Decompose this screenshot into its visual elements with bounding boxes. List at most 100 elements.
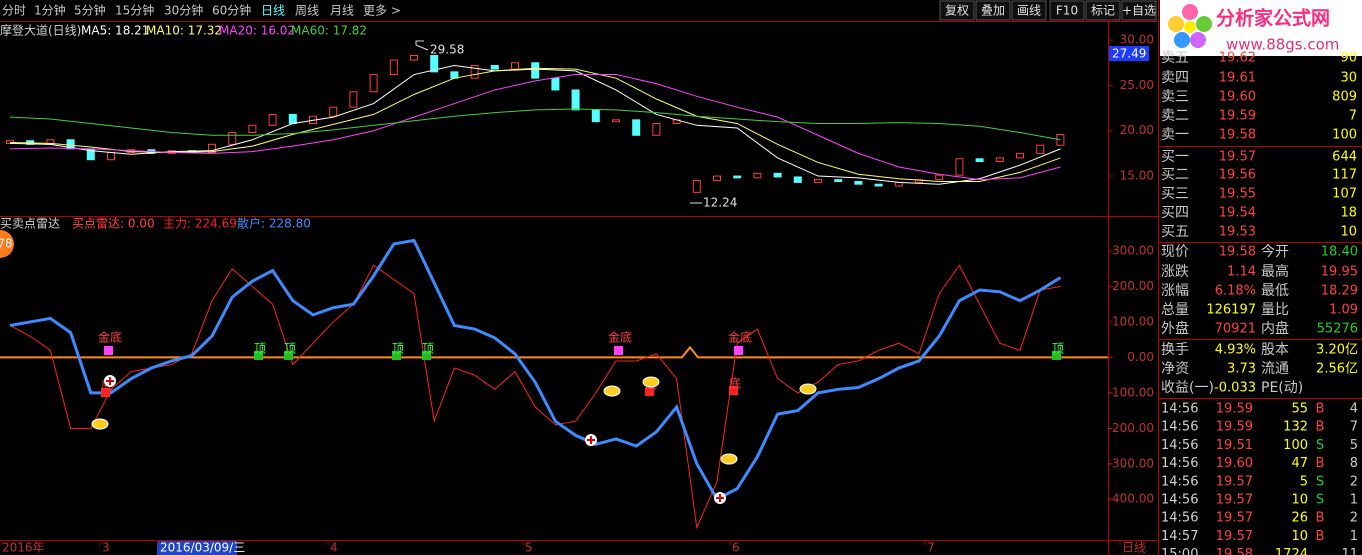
candle [1056, 134, 1065, 146]
trade-price: 19.59 [1216, 402, 1253, 417]
trade-time: 15:00 [1161, 547, 1198, 555]
legend-entry: 散户: 228.80 [237, 216, 311, 231]
candle [208, 143, 216, 153]
quote-label: 今开 [1261, 244, 1289, 260]
quote-label: PE(动) [1261, 380, 1303, 396]
x-tick-label: 2016/03/09/三 [160, 541, 245, 555]
quote-label: 流通 [1261, 361, 1289, 377]
book-volume: 10 [1340, 225, 1357, 240]
signal-label: 顶 [284, 342, 296, 356]
candle [854, 180, 863, 185]
period-tab[interactable]: 60分钟 [212, 3, 251, 18]
quote-value: 1.14 [1227, 265, 1256, 280]
trade-volume: 26 [1291, 511, 1308, 526]
trade-price: 19.57 [1216, 529, 1253, 544]
trade-side: S [1316, 493, 1324, 508]
low-label: 12.24 [703, 196, 737, 210]
book-price: 19.58 [1219, 128, 1256, 143]
book-price: 19.56 [1219, 168, 1256, 183]
trade-time: 14:56 [1161, 420, 1198, 435]
signal-box [104, 346, 113, 355]
toolbar-button[interactable]: 叠加 [981, 4, 1005, 18]
chart-title: 摩登大道(日线) [0, 23, 81, 38]
trade-price: 19.59 [1216, 420, 1253, 435]
button-frame [1011, 0, 1047, 21]
legend-entry: 主力: 224.69 [163, 217, 237, 231]
period-tab[interactable]: 日线 [261, 4, 285, 18]
ma-line [9, 64, 1061, 185]
high-pointer [415, 40, 429, 51]
trade-count: 1 [1350, 529, 1358, 544]
toolbar-button[interactable]: 标记 [1091, 4, 1115, 18]
book-side: 买四 [1161, 205, 1189, 221]
period-tab[interactable]: 5分钟 [74, 3, 106, 18]
signal-box [645, 387, 654, 396]
period-tab[interactable]: 分时 [2, 4, 26, 18]
quote-label: 净资 [1161, 361, 1189, 377]
trade-count: 2 [1350, 511, 1358, 526]
toolbar-button[interactable]: F10 [1056, 4, 1078, 18]
logo: 分析家公式网 www.88gs.com [1160, 0, 1362, 56]
trade-time: 14:56 [1161, 493, 1198, 508]
quote-value: 18.29 [1321, 284, 1358, 299]
ingot [603, 385, 621, 397]
book-price: 19.54 [1219, 206, 1256, 221]
book-side: 买一 [1161, 149, 1189, 165]
ma-line [9, 108, 1061, 141]
date-highlight [157, 541, 237, 555]
signal-box [614, 346, 623, 355]
button-frame [1121, 0, 1157, 21]
x-tick-label: 6 [732, 541, 740, 555]
candle [935, 174, 944, 181]
book-side: 卖一 [1161, 127, 1189, 143]
cross [587, 436, 595, 444]
trade-volume: 10 [1291, 493, 1308, 508]
book-price: 19.62 [1219, 51, 1256, 66]
toolbar-button[interactable]: 复权 [945, 4, 969, 18]
y-tick-label: -400.00 [1108, 492, 1154, 506]
candle [268, 113, 277, 126]
toolbar-button[interactable]: +自选 [1122, 4, 1156, 18]
period-tab[interactable]: 15分钟 [115, 3, 154, 18]
quote-label: 收益(一) [1161, 380, 1214, 396]
quote-label: 最低 [1261, 283, 1289, 299]
trade-price: 19.57 [1216, 474, 1253, 489]
trade-price: 19.57 [1216, 493, 1253, 508]
quote-value: 2.56亿 [1316, 362, 1358, 377]
indicator-line [9, 238, 1062, 502]
period-tab[interactable]: 周线 [295, 4, 319, 18]
candle [248, 124, 257, 134]
signal-label: 顶 [422, 342, 434, 356]
candle [470, 64, 479, 79]
trade-price: 19.51 [1216, 438, 1253, 453]
x-tick-label: 2016年 [2, 541, 45, 555]
book-side: 买五 [1161, 224, 1189, 240]
period-tab[interactable]: 1分钟 [34, 3, 66, 18]
signal-label: 顶 [392, 342, 404, 356]
candle [288, 113, 297, 124]
toolbar-button[interactable]: 画线 [1017, 4, 1041, 18]
trade-count: 7 [1350, 420, 1358, 435]
signal-box [734, 346, 743, 355]
trade-volume: 10 [1291, 529, 1308, 544]
signal-box [284, 351, 293, 360]
trade-count: 4 [1350, 402, 1358, 417]
candle [571, 89, 580, 111]
candle [228, 132, 237, 145]
x-tick-label: 4 [330, 541, 338, 555]
ma-line [9, 74, 1061, 181]
y-tick-label: -300.00 [1108, 456, 1154, 470]
quote-value: 70921 [1215, 322, 1256, 337]
book-price: 19.61 [1219, 71, 1256, 86]
quote-label: 现价 [1161, 244, 1189, 260]
quote-label: 涨幅 [1161, 283, 1189, 299]
period-tab[interactable]: 更多 > [363, 4, 401, 18]
book-volume: 18 [1340, 206, 1357, 221]
signal-label: 顶 [254, 342, 266, 356]
trade-count: 8 [1350, 456, 1358, 471]
period-tab[interactable]: 月线 [330, 4, 354, 18]
petal [1168, 16, 1184, 32]
legend-entry: MA5: 18.21 [81, 24, 149, 38]
period-tab[interactable]: 30分钟 [164, 3, 203, 18]
trade-count: 5 [1350, 438, 1358, 453]
